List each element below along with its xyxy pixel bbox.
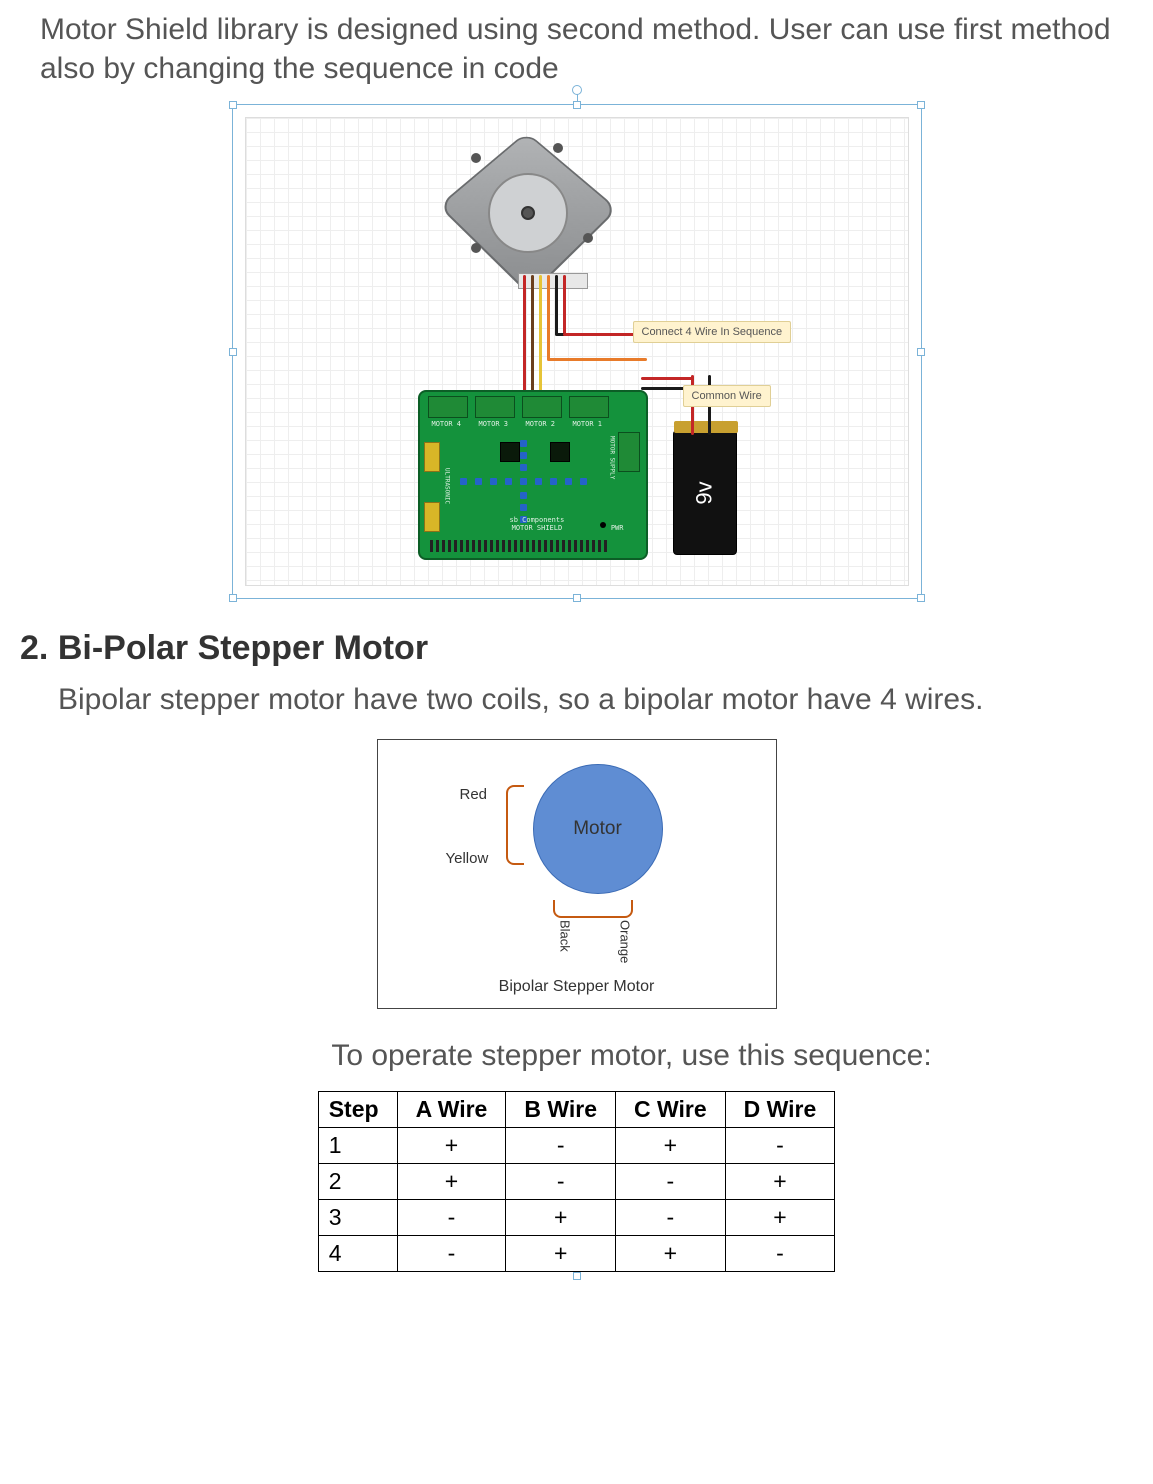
note-connect-4-wire: Connect 4 Wire In Sequence (633, 321, 792, 343)
battery-label: 9v (692, 481, 718, 504)
label-red: Red (460, 786, 488, 803)
wiring-diagram-container: MOTOR 4 MOTOR 3 MOTOR 2 MOTOR 1 (20, 104, 1133, 599)
section-title: Bi-Polar Stepper Motor (58, 629, 428, 667)
label-motor4: MOTOR 4 (432, 420, 462, 428)
resize-handle-br[interactable] (917, 594, 925, 602)
intro-paragraph: Motor Shield library is designed using s… (20, 10, 1133, 88)
th-bwire: B Wire (506, 1091, 616, 1127)
terminal-motor4 (428, 396, 468, 418)
driver-chip-1 (500, 442, 520, 462)
sequence-intro: To operate stepper motor, use this seque… (20, 1039, 1133, 1073)
gpio-pad-1 (424, 442, 440, 472)
wire-orange (547, 275, 550, 360)
th-step: Step (318, 1091, 397, 1127)
table-row: 3 - + - + (318, 1199, 835, 1235)
sequence-table: Step A Wire B Wire C Wire D Wire 1 + - +… (318, 1091, 836, 1272)
table-row: 1 + - + - (318, 1127, 835, 1163)
resize-handle-tr[interactable] (917, 101, 925, 109)
note-common-wire: Common Wire (683, 385, 771, 407)
battery-9v: 9v (673, 430, 737, 555)
label-black: Black (558, 920, 573, 952)
label-motor2: MOTOR 2 (526, 420, 556, 428)
section-2-heading: 2. Bi-Polar Stepper Motor (20, 629, 1133, 668)
terminal-motor3 (475, 396, 515, 418)
wire-brown (531, 275, 534, 395)
wire-orange-h (547, 358, 647, 361)
wire-red2 (563, 275, 566, 335)
resize-handle-bl[interactable] (229, 594, 237, 602)
board-logo: sb Components MOTOR SHIELD (510, 516, 565, 532)
motor-shield-board: MOTOR 4 MOTOR 3 MOTOR 2 MOTOR 1 (418, 390, 648, 560)
bipolar-diagram: Motor Red Yellow Black Orange Bipolar St… (377, 739, 777, 1009)
section-2-text: Bipolar stepper motor have two coils, so… (20, 680, 1133, 721)
label-motor3: MOTOR 3 (479, 420, 509, 428)
power-led (600, 522, 606, 528)
stepper-motor-illustration (433, 125, 633, 285)
wire-red (523, 275, 526, 395)
terminal-motor1 (569, 396, 609, 418)
gpio-pins (430, 540, 636, 552)
th-dwire: D Wire (725, 1091, 835, 1127)
wiring-diagram[interactable]: MOTOR 4 MOTOR 3 MOTOR 2 MOTOR 1 (232, 104, 922, 599)
table-header-row: Step A Wire B Wire C Wire D Wire (318, 1091, 835, 1127)
bottom-bracket (553, 900, 633, 918)
resize-handle-ml[interactable] (229, 348, 237, 356)
wire-black (555, 275, 558, 335)
resize-handle-tl[interactable] (229, 101, 237, 109)
wire-yellow (539, 275, 542, 395)
table-resize-handle[interactable] (573, 1272, 581, 1280)
bipolar-caption: Bipolar Stepper Motor (378, 978, 776, 996)
pwr-label: PWR (611, 524, 624, 532)
battery-wire-red-h (641, 377, 693, 380)
driver-chip-2 (550, 442, 570, 462)
rotation-handle[interactable] (572, 85, 582, 95)
th-awire: A Wire (397, 1091, 506, 1127)
resize-handle-bc[interactable] (573, 594, 581, 602)
label-orange: Orange (618, 920, 633, 963)
sequence-table-container: Step A Wire B Wire C Wire D Wire 1 + - +… (20, 1091, 1133, 1290)
table-row: 4 - + + - (318, 1235, 835, 1271)
left-bracket (506, 785, 524, 865)
motor-circle: Motor (533, 764, 663, 894)
supply-label: MOTOR SUPPLY (609, 436, 616, 479)
supply-terminal (618, 432, 640, 472)
section-number: 2. (20, 629, 48, 667)
resize-handle-mr[interactable] (917, 348, 925, 356)
terminal-motor2 (522, 396, 562, 418)
ultrasonic-label: ULTRASONIC (444, 468, 451, 504)
resize-handle-tc[interactable] (573, 101, 581, 109)
th-cwire: C Wire (616, 1091, 726, 1127)
bipolar-diagram-container: Motor Red Yellow Black Orange Bipolar St… (20, 739, 1133, 1009)
gpio-pad-2 (424, 502, 440, 532)
label-motor1: MOTOR 1 (573, 420, 603, 428)
table-row: 2 + - - + (318, 1163, 835, 1199)
label-yellow: Yellow (446, 850, 489, 867)
